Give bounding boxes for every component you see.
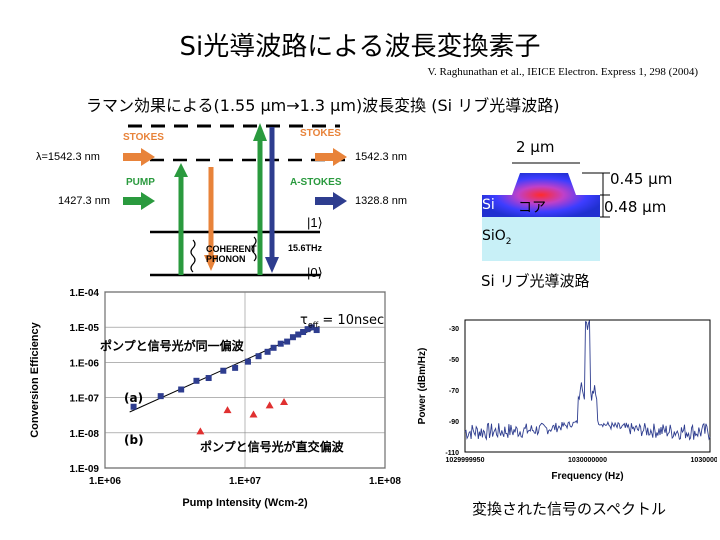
slab-height-label: 0.48 μm <box>604 198 667 216</box>
y-tick-label: -30 <box>449 326 459 333</box>
phonon-wave-right <box>251 236 257 262</box>
waveguide-cross-section <box>482 162 610 261</box>
data-point-b <box>196 427 205 435</box>
x-tick-label: 1.E+08 <box>369 476 401 487</box>
x-axis-label: Pump Intensity (Wcm-2) <box>182 497 308 509</box>
astokes-output-wavelength: 1328.8 nm <box>355 195 407 207</box>
data-point-b <box>265 401 274 409</box>
x-tick-label: 1.E+06 <box>89 476 121 487</box>
substrate-label: SiO2 <box>482 228 512 247</box>
data-point-a <box>289 334 296 341</box>
citation: V. Raghunathan et al., IEICE Electron. E… <box>427 66 698 78</box>
y-tick-label: 1.E-04 <box>70 288 100 299</box>
page-title: Si光導波路による波長変換素子 <box>179 32 541 62</box>
x-tick-label: 1.E+07 <box>229 476 261 487</box>
plot-frame <box>464 319 711 453</box>
state-0-label: |0⟩ <box>307 265 323 280</box>
data-point-a <box>300 329 307 336</box>
data-point-a <box>284 338 291 345</box>
data-point-a <box>130 403 137 410</box>
series-a-label: (a) <box>124 391 144 405</box>
spectrum-caption: 変換された信号のスペクトル <box>472 500 666 518</box>
y-tick-label: -70 <box>449 388 459 395</box>
data-point-b <box>249 410 258 418</box>
energy-level-diagram <box>123 123 347 277</box>
data-point-a <box>232 364 239 371</box>
subtitle: ラマン効果による(1.55 μm→1.3 μm)波長変換 (Si リブ光導波路) <box>86 96 560 115</box>
y-tick-label: 1.E-05 <box>70 323 100 334</box>
data-point-a <box>313 327 320 334</box>
orthogonal-polarization-label: ポンプと信号光が直交偏波 <box>200 440 344 454</box>
x-axis-label: Frequency (Hz) <box>551 471 623 482</box>
rib-height-label: 0.45 μm <box>610 170 673 188</box>
y-tick-label: 1.E-06 <box>70 358 100 369</box>
data-point-a <box>304 326 311 333</box>
parallel-polarization-label: ポンプと信号光が同一偏波 <box>100 339 244 353</box>
y-axis-label: Power (dBm/Hz) <box>417 348 428 425</box>
si-rib-core <box>482 173 600 217</box>
stokes-input-arrow <box>141 148 155 166</box>
phonon-frequency: 15.6THz <box>288 243 323 253</box>
x-tick-label: 1029999950 <box>446 457 485 464</box>
stokes-label-right: STOKES <box>300 128 341 139</box>
y-tick-label: 1.E-08 <box>70 429 100 440</box>
y-axis-label: Conversion Efficiency <box>29 321 41 437</box>
y-tick-label: 1.E-07 <box>70 394 100 405</box>
coherent-phonon-label: COHERENT PHONON <box>206 244 257 264</box>
pump-wavelength: 1427.3 nm <box>58 195 110 207</box>
x-tick-label: 1030000000 <box>568 457 607 464</box>
waveguide-caption: Si リブ光導波路 <box>481 272 590 290</box>
y-tick-label: 1.E-09 <box>70 464 100 475</box>
y-tick-label: -110 <box>445 450 459 457</box>
data-point-a <box>244 358 251 365</box>
spectrum-trace <box>464 320 711 441</box>
pump-input-arrow <box>141 192 155 210</box>
data-point-a <box>157 393 164 400</box>
series-b-label: (b) <box>124 433 144 447</box>
data-point-a <box>255 353 262 360</box>
phonon-wave-left <box>190 239 196 273</box>
data-point-a <box>270 344 277 351</box>
x-tick-label: 1030000050 <box>691 457 717 464</box>
y-tick-label: -50 <box>449 357 459 364</box>
data-point-b <box>223 406 232 414</box>
state-1-label: |1⟩ <box>307 215 323 230</box>
stokes-output-arrow <box>333 148 347 166</box>
tau-annotation: τeff = 10nsec <box>300 313 385 330</box>
data-point-a <box>178 386 185 393</box>
core-label: コア <box>518 200 546 216</box>
data-point-a <box>277 340 284 347</box>
stokes-label-left: STOKES <box>123 132 164 143</box>
data-point-a <box>264 348 271 355</box>
data-point-a <box>220 367 227 374</box>
rib-width-label: 2 μm <box>516 138 555 156</box>
y-tick-label: -90 <box>449 419 459 426</box>
data-point-a <box>308 324 315 331</box>
si-label: Si <box>482 197 495 213</box>
conversion-efficiency-chart: 1.E-041.E-051.E-061.E-071.E-081.E-091.E+… <box>29 288 401 509</box>
data-point-a <box>193 377 200 384</box>
signal-wavelength: λ=1542.3 nm <box>36 151 100 163</box>
data-point-b <box>280 397 289 405</box>
stokes-output-wavelength: 1542.3 nm <box>355 151 407 163</box>
pump-label: PUMP <box>126 177 155 188</box>
astokes-label: A-STOKES <box>290 177 342 188</box>
sio2-substrate <box>482 217 600 261</box>
data-point-a <box>205 375 212 382</box>
astokes-output-arrow <box>333 192 347 210</box>
data-point-a <box>295 331 302 338</box>
